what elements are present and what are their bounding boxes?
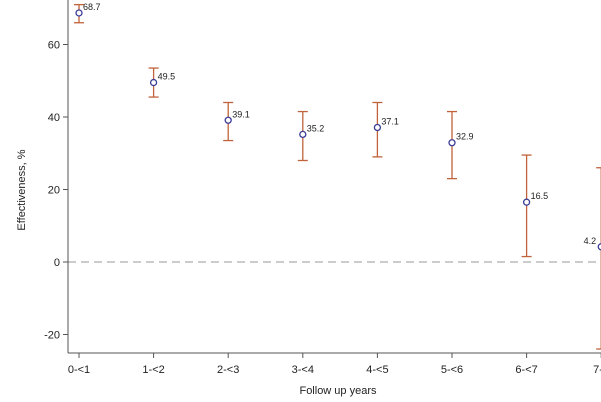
x-tick-label: 0-<1	[68, 364, 90, 376]
data-label-16.5: 16.5	[531, 191, 549, 201]
data-point-16.5	[522, 198, 531, 206]
data-label-35.2: 35.2	[307, 123, 325, 133]
x-tick-label: 1-<2	[142, 364, 164, 376]
data-label-39.1: 39.1	[232, 109, 250, 119]
y-tick-label: 40	[48, 112, 60, 124]
y-tick-label: 0	[54, 257, 60, 269]
data-point-32.9	[448, 139, 456, 147]
y-tick-label: -20	[44, 330, 60, 342]
data-point-37.1	[373, 123, 382, 132]
y-tick-label: 60	[48, 40, 60, 52]
y-axis-title: Effectiveness, %	[16, 149, 28, 230]
data-labels-group: 68.7 49.5 39.1 35.2 37.1 32.9 16.5 4.2	[83, 2, 596, 246]
data-label-32.9: 32.9	[456, 132, 474, 142]
x-tick-label: 7-<	[593, 364, 601, 376]
x-tick-label: 6-<7	[515, 364, 537, 376]
x-tick-label: 2-<3	[217, 364, 239, 376]
y-tick-label: 20	[48, 185, 60, 197]
data-point-39.1	[224, 116, 232, 124]
data-label-68.7: 68.7	[83, 2, 101, 12]
error-bars-group	[74, 3, 601, 350]
data-point-4.2	[597, 243, 601, 251]
points-group	[75, 9, 601, 251]
axes-group: -20 0 20 40 60 0-<1 1-<2 2-<3 3-<4 4-<5 5-<6 6-<7 7-…	[44, 0, 601, 376]
data-point-35.2	[299, 130, 307, 139]
x-tick-label: 3-<4	[292, 364, 314, 376]
data-label-4.2: 4.2	[584, 236, 597, 246]
x-tick-label: 4-<5	[366, 364, 388, 376]
data-point-68.7	[75, 9, 83, 17]
data-label-37.1: 37.1	[381, 117, 399, 127]
data-point-49.5	[149, 78, 158, 87]
x-axis-title: Follow up years	[299, 385, 377, 397]
x-tick-label: 5-<6	[441, 364, 463, 376]
data-label-49.5: 49.5	[158, 72, 176, 82]
